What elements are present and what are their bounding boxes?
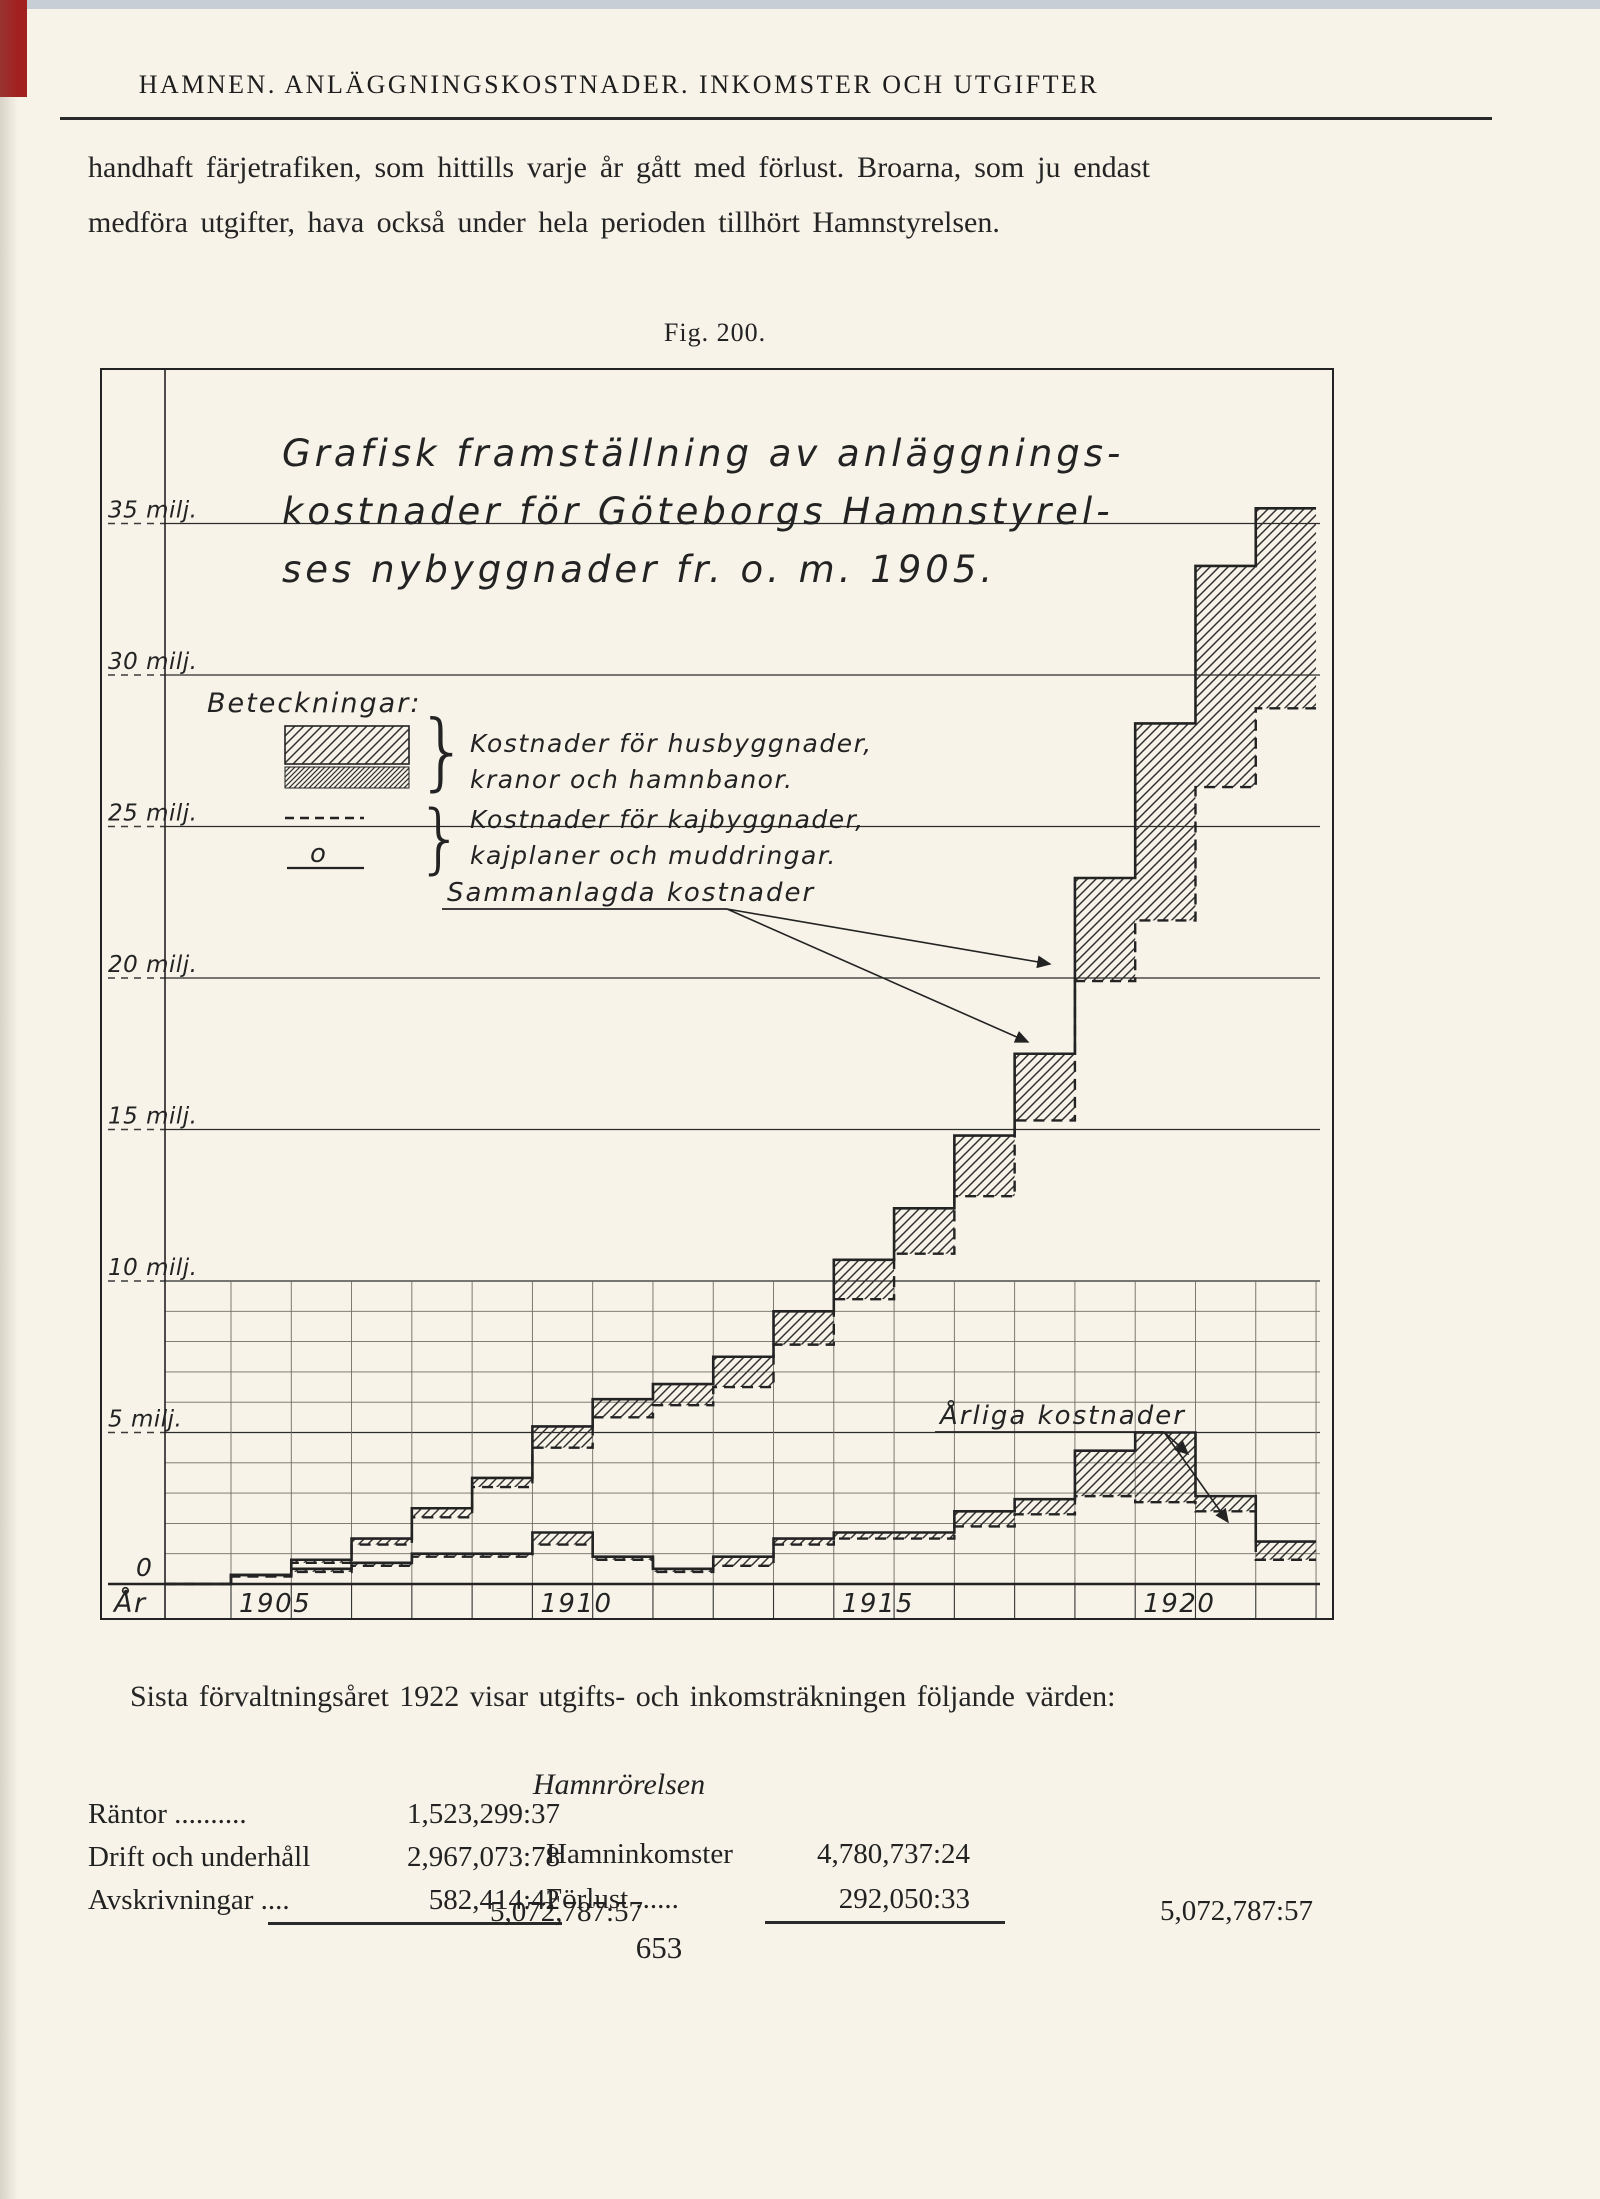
svg-text:}: } [416, 702, 469, 800]
svg-text:30 milj.: 30 milj. [108, 649, 197, 675]
svg-text:ses nybyggnader fr. o. m. 1905: ses nybyggnader fr. o. m. 1905. [282, 548, 996, 591]
svg-text:15 milj.: 15 milj. [108, 1104, 197, 1130]
left-total: 5,072,787:57 [490, 1896, 644, 1928]
hamninkomster-value: 4,780,737:24 [816, 1838, 970, 1870]
svg-text:Kostnader för husbyggnader,: Kostnader för husbyggnader, [470, 729, 873, 758]
closing-paragraph: Sista förvaltningsåret 1922 visar utgift… [130, 1680, 1116, 1713]
figure-caption: Fig. 200. [663, 318, 767, 347]
svg-text:kostnader för Göteborgs Hamnst: kostnader för Göteborgs Hamnstyrel- [282, 490, 1114, 533]
avskrivningar-label: Avskrivningar .... [88, 1884, 290, 1916]
avskrivningar-value: 582,414:42 [428, 1884, 560, 1916]
svg-text:20 milj.: 20 milj. [108, 952, 197, 978]
forlust-value: 292,050:33 [838, 1883, 970, 1915]
svg-text:Grafisk framställning av anläg: Grafisk framställning av anläggnings- [282, 432, 1124, 475]
right-total: 5,072,787:57 [1160, 1895, 1314, 1927]
forlust-label: Förlust ...... [546, 1883, 679, 1915]
svg-text:1910: 1910 [540, 1589, 612, 1618]
right-sum-rule [765, 1921, 1005, 1924]
svg-text:1915: 1915 [842, 1589, 914, 1618]
svg-text:kajplaner och muddringar.: kajplaner och muddringar. [470, 841, 837, 870]
svg-text:1920: 1920 [1143, 1589, 1215, 1618]
scan-red-stripe [0, 0, 27, 97]
page-header: HAMNEN. ANLÄGGNINGSKOSTNADER. INKOMSTER … [138, 70, 1100, 99]
svg-text:25 milj.: 25 milj. [108, 801, 197, 827]
svg-text:kranor och hamnbanor.: kranor och hamnbanor. [470, 765, 793, 794]
page-number: 653 [635, 1930, 683, 1965]
svg-text:10 milj.: 10 milj. [108, 1255, 197, 1281]
svg-text:1905: 1905 [239, 1589, 311, 1618]
drift-value: 2,967,073:78 [406, 1841, 560, 1873]
svg-text:År: År [112, 1587, 147, 1618]
svg-text:Beteckningar:: Beteckningar: [207, 688, 421, 719]
scan-left-shade [0, 0, 18, 2199]
section-heading: Hamnrörelsen [532, 1768, 706, 1801]
cost-chart: 35 milj. 30 milj. 25 milj. 20 milj. 15 milj.… [108, 370, 1320, 1619]
svg-text:Sammanlagda kostnader: Sammanlagda kostnader [447, 878, 815, 908]
rantor-value: 1,523,299:37 [406, 1798, 560, 1830]
header-rule [60, 117, 1492, 120]
body-paragraph: handhaft färjetrafiken, som hittills var… [88, 151, 1150, 239]
svg-text:o: o [310, 839, 327, 869]
svg-text:}: } [416, 793, 464, 882]
drift-label: Drift och underhåll [88, 1841, 311, 1873]
svg-text:Årliga kostnader: Årliga kostnader [938, 1399, 1186, 1431]
scan-edge-sliver [0, 0, 1600, 9]
svg-text:35 milj.: 35 milj. [108, 498, 197, 524]
hamninkomster-label: Hamninkomster [546, 1838, 733, 1870]
left-sum-rule [268, 1922, 562, 1925]
figure-200: 35 milj. 30 milj. 25 milj. 20 milj. 15 milj.… [100, 368, 1334, 1620]
svg-text:0: 0 [136, 1553, 153, 1582]
rantor-label: Räntor .......... [88, 1798, 247, 1830]
svg-text:Kostnader för kajbyggnader,: Kostnader för kajbyggnader, [470, 805, 865, 834]
svg-text:5 milj.: 5 milj. [108, 1407, 182, 1433]
